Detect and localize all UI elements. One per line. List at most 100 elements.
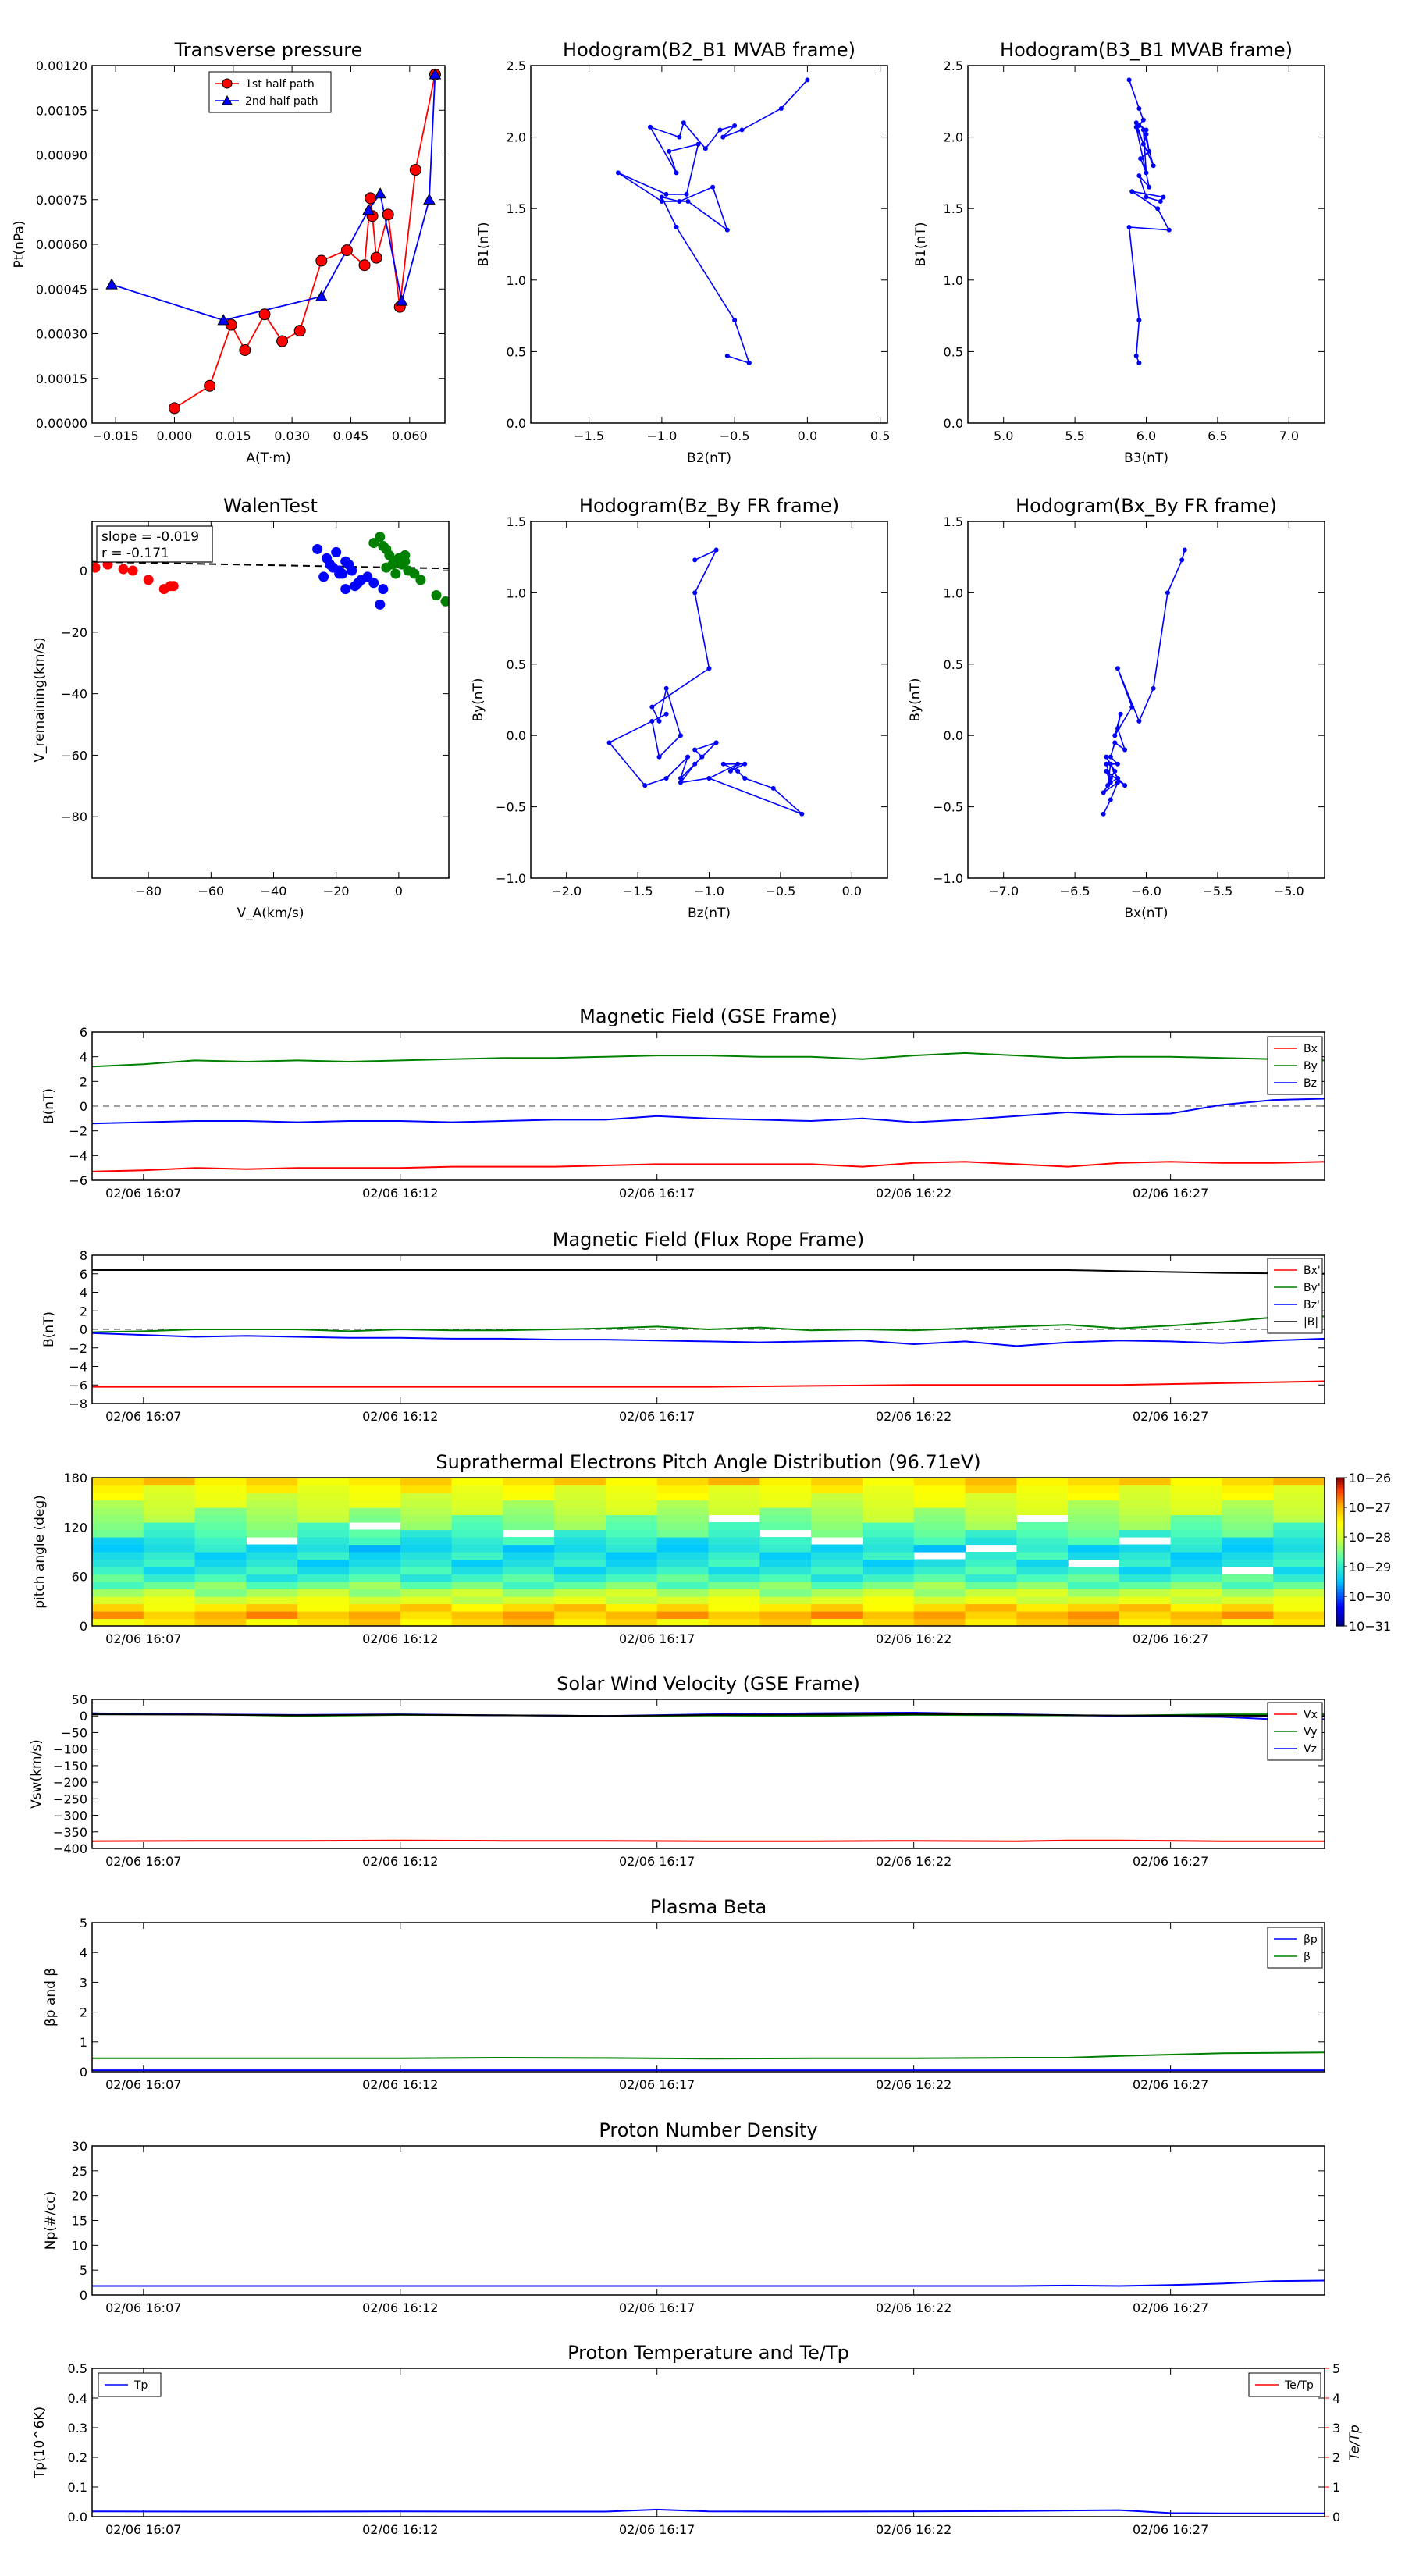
data-point: [239, 343, 251, 356]
data-point: [1182, 547, 1187, 553]
x-tick-label: 5.0: [994, 429, 1013, 443]
y-tick-label: 2: [80, 1304, 87, 1318]
heatmap-cell: [965, 1596, 1017, 1605]
data-point: [692, 557, 698, 563]
data-point: [1129, 189, 1135, 194]
heatmap-cell: [708, 1522, 760, 1531]
heatmap-cell: [451, 1529, 503, 1538]
heatmap-cell: [194, 1522, 247, 1531]
heatmap-cell: [965, 1552, 1017, 1560]
data-point: [340, 244, 353, 257]
annotation-frame: [96, 525, 213, 563]
plot-frame: [91, 2145, 1325, 2296]
legend-label: Bx': [1304, 1265, 1321, 1277]
heatmap-cell: [194, 1544, 247, 1553]
y-tick-label: −400: [53, 1841, 87, 1856]
heatmap-cell: [400, 1500, 453, 1508]
heatmap-cell: [400, 1493, 453, 1501]
data-point: [647, 124, 653, 130]
x-tick-label: 02/06 16:07: [105, 2300, 181, 2315]
legend-label: βp: [1304, 1934, 1318, 1946]
colorbar: 10−31 10−30 10−29 10−28 10−27 10−26: [1336, 1471, 1391, 1634]
heatmap-cell: [759, 1589, 812, 1597]
y-tick-label: 0.00120: [36, 59, 87, 73]
heatmap-cell: [708, 1582, 760, 1590]
colorbar-step: [1336, 1596, 1344, 1599]
data-point: [1108, 761, 1113, 767]
x-tick-label: 02/06 16:27: [1133, 1409, 1208, 1424]
heatmap-cell: [1119, 1514, 1172, 1523]
legend-label: Bz: [1304, 1077, 1317, 1090]
heatmap-cell: [708, 1567, 760, 1575]
heatmap-cell: [503, 1589, 555, 1597]
data-point: [1136, 173, 1142, 179]
heatmap-cell: [913, 1478, 966, 1486]
legend-label: Vy: [1304, 1726, 1318, 1738]
data-point: [318, 571, 329, 582]
heatmap-cell: [1068, 1552, 1120, 1560]
series-line: [92, 1098, 1325, 1125]
heatmap-cell: [143, 1485, 196, 1493]
heatmap-cell: [1170, 1589, 1222, 1597]
colorbar-label: 10−29: [1349, 1560, 1391, 1574]
heatmap-cell: [92, 1611, 144, 1620]
data-point: [390, 568, 401, 579]
colorbar-step: [1336, 1480, 1344, 1483]
heatmap-cell: [708, 1574, 760, 1582]
heatmap-cell: [1170, 1574, 1222, 1582]
y-axis-label: By(nT): [471, 678, 486, 721]
data-point: [1140, 141, 1146, 147]
heatmap-cell: [554, 1603, 606, 1612]
data-point: [400, 556, 411, 567]
data-point: [695, 141, 701, 147]
data-point: [1133, 124, 1139, 130]
data-point: [1101, 790, 1106, 795]
data-point: [368, 538, 379, 549]
heatmap-cell: [297, 1544, 350, 1553]
plot-area: [1126, 77, 1172, 366]
heatmap-cell: [913, 1589, 966, 1597]
data-point: [1104, 761, 1109, 767]
heatmap-cell: [92, 1514, 144, 1523]
y-tick-label: 0: [80, 1099, 87, 1114]
heatmap-cell: [1119, 1567, 1172, 1575]
chart-title: Solar Wind Velocity (GSE Frame): [557, 1673, 860, 1695]
heatmap-cell: [605, 1596, 658, 1605]
series-line: [608, 550, 802, 815]
data-point: [1165, 590, 1170, 596]
heatmap-cell: [92, 1559, 144, 1567]
heatmap-cell: [451, 1493, 503, 1501]
heatmap-cell: [1119, 1611, 1172, 1620]
plot-frame: [91, 2368, 1325, 2517]
heatmap-cell: [297, 1559, 350, 1567]
heatmap-cell: [965, 1567, 1017, 1575]
colorbar-step: [1336, 1522, 1344, 1525]
data-point: [334, 568, 345, 579]
heatmap-cell: [554, 1514, 606, 1523]
heatmap-cell: [811, 1514, 863, 1523]
y-tick-label: −0.5: [933, 800, 963, 815]
heatmap-cell: [451, 1544, 503, 1553]
data-point: [362, 204, 375, 215]
heatmap-cell: [759, 1544, 812, 1553]
heatmap-cell: [965, 1529, 1017, 1538]
data-point: [365, 192, 377, 205]
data-point: [1147, 148, 1152, 154]
heatmap-cell: [143, 1567, 196, 1575]
plot-area: [105, 68, 442, 415]
heatmap-cell: [708, 1618, 760, 1626]
heatmap-cell: [913, 1537, 966, 1546]
data-point: [677, 134, 682, 140]
plot-frame: [91, 521, 450, 879]
data-point: [799, 811, 805, 817]
heatmap-cell: [143, 1507, 196, 1516]
colorbar-step: [1336, 1544, 1344, 1548]
heatmap-cell: [1068, 1507, 1120, 1516]
data-point: [143, 575, 154, 585]
heatmap-cell: [554, 1552, 606, 1560]
heatmap-cell: [1068, 1611, 1120, 1620]
heatmap-cell: [605, 1582, 658, 1590]
heatmap-cell: [913, 1500, 966, 1508]
heatmap-cell: [759, 1596, 812, 1605]
colorbar-step: [1336, 1554, 1344, 1557]
